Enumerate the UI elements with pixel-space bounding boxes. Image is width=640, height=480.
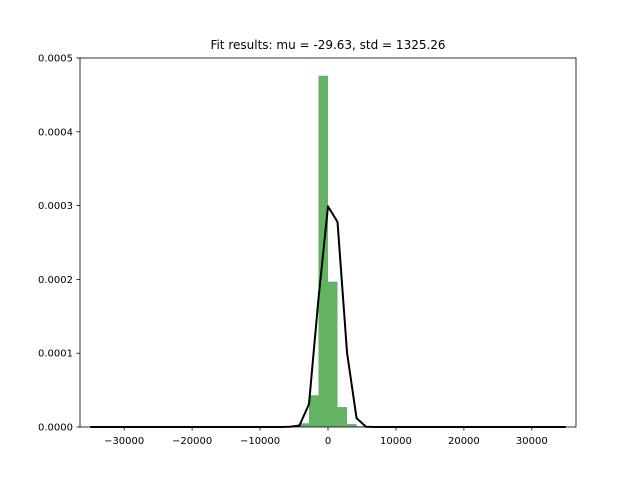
histogram-bar (347, 424, 357, 427)
histogram-bar (308, 395, 319, 427)
x-tick-label: 0 (325, 436, 331, 447)
y-tick-label: 0.0003 (38, 201, 73, 212)
chart-title: Fit results: mu = -29.63, std = 1325.26 (210, 38, 445, 52)
axes: −30000 −20000 −10000 0 10000 20000 30000 0.0000… (38, 54, 577, 447)
x-tick-label: 10000 (380, 436, 412, 447)
y-tick-label: 0.0001 (38, 349, 73, 360)
x-tick-label: −30000 (104, 436, 144, 447)
histogram-bar (328, 281, 338, 427)
y-tick-label: 0.0000 (38, 423, 73, 434)
y-tick-label: 0.0004 (38, 127, 73, 138)
y-tick-label: 0.0002 (38, 275, 73, 286)
histogram-bar (299, 423, 309, 427)
x-tick-label: −20000 (172, 436, 212, 447)
x-tick-label: 20000 (448, 436, 480, 447)
x-tick-label: 30000 (516, 436, 548, 447)
histogram-bar (337, 407, 348, 427)
y-tick-label: 0.0005 (38, 54, 73, 65)
x-tick-label: −10000 (240, 436, 280, 447)
